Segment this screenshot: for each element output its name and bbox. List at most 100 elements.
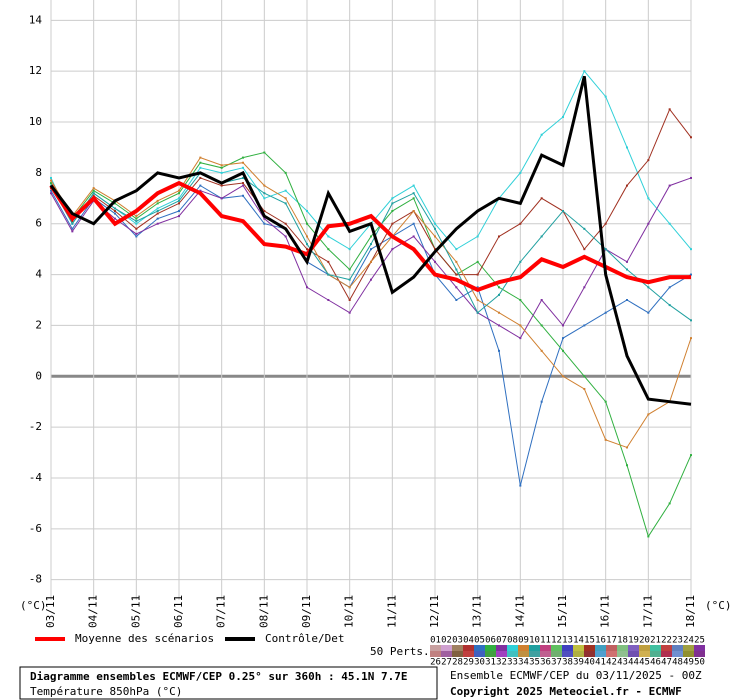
y-tick-label: -8 <box>29 573 42 586</box>
pert-number: 25 <box>694 636 705 646</box>
point <box>434 235 436 238</box>
point <box>178 189 180 192</box>
pert-number: 24 <box>683 636 694 646</box>
pert-swatch <box>628 645 639 651</box>
point <box>50 179 52 182</box>
point <box>647 159 650 162</box>
point <box>306 210 308 213</box>
point <box>519 337 522 340</box>
point <box>562 324 564 327</box>
footer-title: Diagramme ensembles ECMWF/CEP 0.25° sur … <box>30 670 408 683</box>
point <box>391 248 394 251</box>
pert-swatch <box>540 651 551 657</box>
pert-swatch <box>540 645 551 651</box>
point <box>626 268 628 271</box>
pert-number: 47 <box>661 658 672 668</box>
pert-number: 22 <box>661 636 672 646</box>
point <box>647 222 650 225</box>
point <box>476 286 479 289</box>
point <box>306 235 308 238</box>
pert-number: 05 <box>474 636 485 646</box>
point <box>263 151 266 154</box>
point <box>434 260 436 263</box>
pert-swatch <box>485 651 496 657</box>
pert-number: 23 <box>672 636 683 646</box>
pert-number: 26 <box>430 658 441 668</box>
perts-label: 50 Perts. <box>370 645 430 658</box>
pert-swatch <box>683 645 694 651</box>
footer-box <box>19 666 438 700</box>
pert-swatch <box>452 645 463 651</box>
point <box>284 202 287 205</box>
pert-swatch <box>650 651 661 657</box>
point <box>391 202 394 205</box>
point <box>668 108 671 111</box>
point <box>476 260 479 263</box>
pert-number: 21 <box>650 636 661 646</box>
run-label: Ensemble ECMWF/CEP du 03/11/2025 - 00Z <box>450 669 702 682</box>
point <box>455 248 458 251</box>
point <box>135 232 138 235</box>
point <box>263 197 266 200</box>
perturbation-line <box>50 151 692 538</box>
point <box>220 184 223 187</box>
point <box>114 207 116 210</box>
point <box>370 248 372 251</box>
point <box>583 227 586 230</box>
point <box>668 222 671 225</box>
pert-swatch <box>518 645 529 651</box>
perturbation-line <box>50 184 692 486</box>
pert-swatch <box>617 651 628 657</box>
point <box>455 286 458 289</box>
pert-swatch <box>507 645 518 651</box>
point <box>668 286 671 289</box>
point <box>135 220 138 223</box>
point <box>519 324 522 327</box>
point <box>156 212 159 215</box>
point <box>156 199 159 202</box>
pert-swatch <box>639 645 650 651</box>
pert-swatch <box>606 645 617 651</box>
pert-number: 16 <box>595 636 606 646</box>
point <box>476 273 479 276</box>
pert-number: 18 <box>617 636 628 646</box>
point <box>370 278 372 281</box>
pert-swatch <box>529 651 540 657</box>
y-tick-label: -2 <box>29 420 42 433</box>
point <box>647 197 650 200</box>
point <box>690 319 692 322</box>
pert-number: 12 <box>551 636 562 646</box>
unit-right: (°C) <box>705 599 732 612</box>
pert-number: 34 <box>518 658 529 668</box>
point <box>199 189 202 192</box>
unit-left: (°C) <box>20 599 47 612</box>
pert-number: 37 <box>551 658 562 668</box>
pert-number: 09 <box>518 636 529 646</box>
x-tick-label: 03/11 <box>44 595 57 628</box>
point <box>391 210 394 213</box>
point <box>199 156 202 159</box>
point <box>284 171 287 174</box>
point <box>668 304 671 307</box>
pert-number: 41 <box>595 658 606 668</box>
pert-number: 15 <box>584 636 595 646</box>
point <box>690 273 692 276</box>
point <box>199 166 202 169</box>
y-tick-label: 14 <box>29 13 43 26</box>
point <box>519 222 522 225</box>
point <box>391 197 394 200</box>
x-tick-label: 08/11 <box>257 595 270 628</box>
point <box>647 311 650 314</box>
series-line <box>49 75 692 406</box>
point <box>284 235 287 238</box>
pert-number: 43 <box>617 658 628 668</box>
point <box>583 324 586 327</box>
pert-number: 19 <box>628 636 639 646</box>
point <box>604 311 607 314</box>
footer-sub: Température 850hPa (°C) <box>30 685 182 698</box>
pert-swatch <box>441 645 452 651</box>
point <box>412 222 415 225</box>
pert-number: 49 <box>683 658 694 668</box>
pert-swatch <box>672 651 683 657</box>
x-tick-label: 16/11 <box>599 595 612 628</box>
